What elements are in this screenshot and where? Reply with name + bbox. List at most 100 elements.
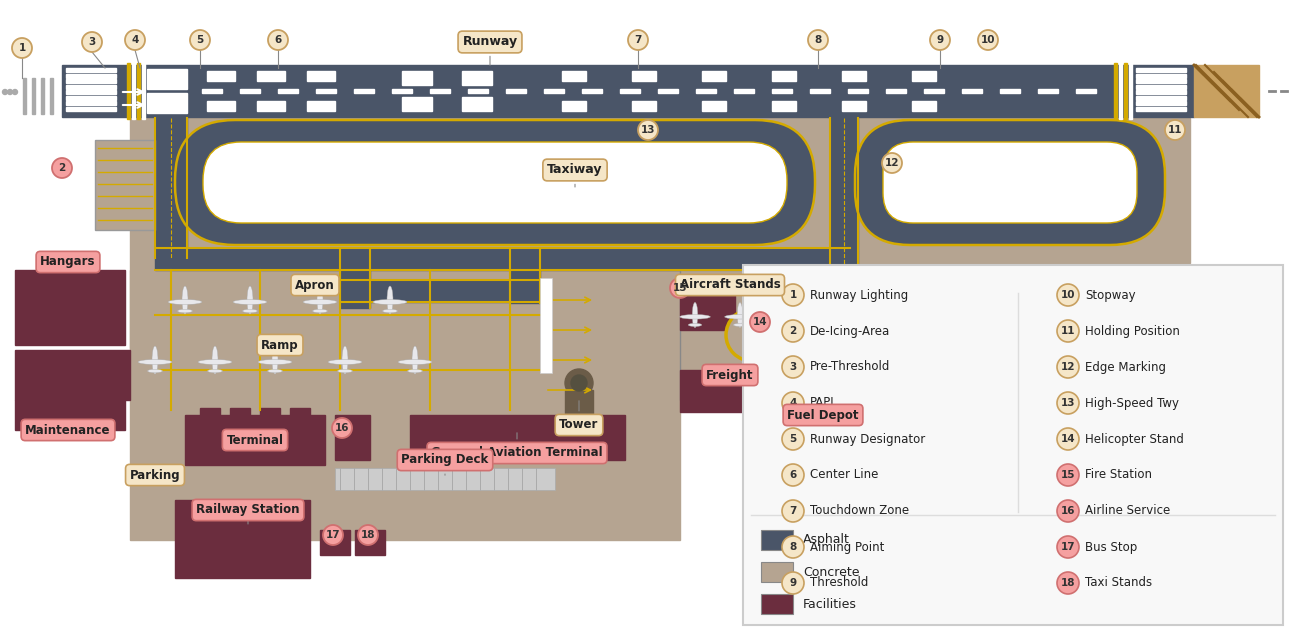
Circle shape (332, 418, 352, 438)
Ellipse shape (815, 315, 845, 319)
Ellipse shape (693, 303, 698, 328)
Ellipse shape (258, 360, 292, 365)
Bar (32, 78, 35, 114)
Bar (402, 97, 432, 111)
Bar (829, 118, 858, 273)
Circle shape (1057, 392, 1078, 414)
Text: Taxiway: Taxiway (547, 163, 602, 187)
Bar (702, 71, 726, 81)
Text: 3: 3 (789, 362, 797, 372)
Circle shape (808, 30, 828, 50)
Text: Parking: Parking (130, 468, 181, 482)
Text: 15: 15 (673, 283, 688, 293)
Bar (15, 350, 130, 400)
Ellipse shape (243, 310, 258, 313)
Bar (680, 295, 735, 330)
Ellipse shape (303, 299, 337, 304)
Bar (1124, 63, 1127, 119)
Text: Aircraft Stands: Aircraft Stands (680, 279, 780, 292)
Ellipse shape (725, 315, 756, 319)
Text: 11: 11 (1060, 326, 1076, 336)
Text: PAPI: PAPI (810, 396, 835, 410)
Ellipse shape (272, 346, 279, 374)
Text: Fire Station: Fire Station (1085, 468, 1152, 482)
Text: Threshold: Threshold (810, 577, 868, 589)
Circle shape (1057, 572, 1078, 594)
Circle shape (1057, 320, 1078, 342)
Bar (702, 101, 726, 111)
Circle shape (1057, 284, 1078, 306)
Bar (562, 101, 586, 111)
Ellipse shape (342, 346, 348, 374)
Circle shape (639, 120, 658, 140)
Text: 5: 5 (196, 35, 204, 45)
Text: 3: 3 (89, 37, 95, 47)
Circle shape (782, 284, 804, 306)
Bar (506, 89, 526, 93)
Text: Fuel Depot: Fuel Depot (787, 408, 859, 422)
FancyBboxPatch shape (175, 120, 815, 245)
Bar (355, 530, 384, 555)
Text: 2: 2 (789, 326, 797, 336)
Text: 14: 14 (752, 317, 768, 327)
Text: General Aviation Terminal: General Aviation Terminal (431, 433, 602, 460)
Bar (912, 71, 937, 81)
Ellipse shape (267, 369, 283, 373)
Bar (95, 140, 155, 230)
Circle shape (882, 153, 902, 173)
Bar (341, 280, 541, 302)
Circle shape (359, 525, 378, 545)
Text: Maintenance: Maintenance (26, 423, 111, 437)
Bar (1118, 63, 1122, 119)
Circle shape (782, 320, 804, 342)
Bar (1076, 89, 1096, 93)
Bar (510, 248, 541, 303)
Bar (66, 73, 116, 77)
Bar (175, 500, 310, 540)
Ellipse shape (399, 360, 432, 365)
Ellipse shape (338, 369, 352, 373)
Circle shape (749, 312, 770, 332)
Ellipse shape (246, 286, 253, 314)
Text: Edge Marking: Edge Marking (1085, 361, 1166, 373)
Text: 2: 2 (58, 163, 66, 173)
Text: Touchdown Zone: Touchdown Zone (810, 505, 909, 518)
Bar (962, 89, 982, 93)
Text: Freight: Freight (706, 368, 753, 382)
Circle shape (782, 464, 804, 486)
Text: 9: 9 (789, 578, 796, 588)
Ellipse shape (328, 360, 362, 365)
Text: 13: 13 (641, 125, 655, 135)
Bar (50, 78, 53, 114)
Bar (402, 71, 432, 85)
Bar (66, 68, 116, 72)
Circle shape (628, 30, 648, 50)
Text: Terminal: Terminal (227, 434, 284, 446)
Bar (316, 89, 335, 93)
Bar (1195, 65, 1259, 117)
Bar (743, 265, 1284, 625)
Bar (848, 89, 868, 93)
Circle shape (978, 30, 998, 50)
Text: 16: 16 (334, 423, 350, 433)
Circle shape (1057, 500, 1078, 522)
Bar (66, 96, 116, 99)
Bar (1136, 84, 1186, 89)
Text: 7: 7 (635, 35, 641, 45)
Bar (1129, 63, 1133, 119)
Circle shape (824, 366, 851, 394)
Circle shape (322, 525, 343, 545)
Ellipse shape (408, 369, 423, 373)
Bar (761, 530, 793, 550)
Text: Aiming Point: Aiming Point (810, 541, 885, 553)
Circle shape (125, 30, 144, 50)
Ellipse shape (182, 286, 188, 314)
Text: Runway Lighting: Runway Lighting (810, 289, 908, 301)
Bar (850, 118, 1189, 263)
Ellipse shape (373, 299, 408, 304)
Bar (353, 89, 374, 93)
Bar (130, 270, 680, 540)
Ellipse shape (168, 299, 203, 304)
Ellipse shape (197, 360, 232, 365)
Circle shape (1165, 120, 1186, 140)
